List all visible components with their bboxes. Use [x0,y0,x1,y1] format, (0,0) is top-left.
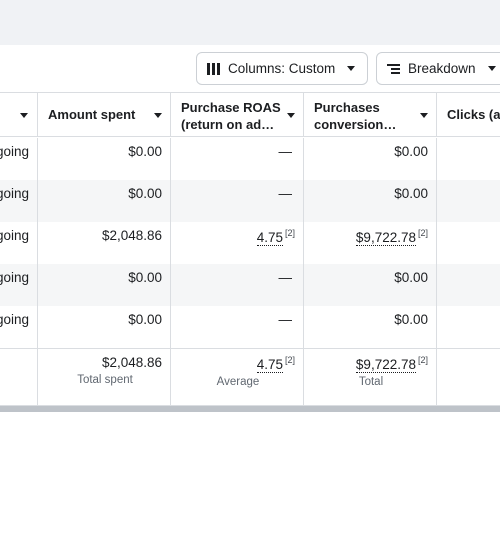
roas-value: — [278,312,293,327]
table-row[interactable]: going $2,048.86 4.75[2] $9,722.78[2] [0,222,500,264]
column-header-label: Purchase ROAS [181,100,281,115]
caret-down-icon [487,66,496,71]
total-purchases-value[interactable]: $9,722.78 [355,356,416,373]
table-row[interactable]: going $0.00 — $0.00 [0,306,500,348]
column-header-label: Amount spent [48,107,136,122]
sort-caret-icon[interactable] [420,113,428,118]
sort-caret-icon[interactable] [287,113,295,118]
column-header-purchases-conversion[interactable]: Purchases conversion… [303,93,436,137]
purchases-value-cell: $9,722.78 [2] [303,222,436,264]
amount-spent-cell: $0.00 [37,264,170,306]
delivery-status-cell: going [0,228,30,243]
column-header-label: Clicks (al [447,107,500,122]
footnote-marker[interactable]: [2] [417,355,428,365]
clicks-cell [436,306,500,348]
purchases-value-cell: $0.00 [303,306,436,348]
top-background-band [0,0,500,45]
breakdown-dropdown-button[interactable]: Breakdown [376,52,500,85]
total-roas-cell: 4.75 [2] Average [170,349,303,406]
column-header-purchase-roas[interactable]: Purchase ROAS (return on ad… [170,93,303,137]
purchase-roas-cell: — [170,264,303,306]
footnote-marker[interactable]: [2] [284,228,295,238]
roas-value: — [278,270,293,285]
sort-caret-icon[interactable] [154,113,162,118]
amount-spent-cell: $0.00 [37,180,170,222]
column-header-clicks[interactable]: Clicks (al [436,93,500,137]
table-row[interactable]: going $0.00 — $0.00 [0,264,500,306]
total-roas-caption: Average [216,375,260,388]
footnote-marker[interactable]: [2] [417,228,428,238]
purchases-value-cell: $0.00 [303,264,436,306]
delivery-status-cell: going [0,270,30,285]
column-header-amount-spent[interactable]: Amount spent [37,93,170,137]
columns-dropdown-button[interactable]: Columns: Custom [196,52,368,85]
purchases-value-cell: $0.00 [303,180,436,222]
clicks-cell [436,138,500,180]
delivery-status-cell: going [0,144,30,159]
purchase-roas-cell: 4.75 [2] [170,222,303,264]
column-header-label: Purchases [314,100,380,115]
amount-spent-cell: $2,048.86 [37,222,170,264]
column-header-delivery[interactable] [0,93,38,137]
breakdown-icon [387,63,400,74]
purchase-roas-cell: — [170,180,303,222]
total-amount-spent-caption: Total spent [77,374,133,386]
sort-caret-icon[interactable] [20,113,28,118]
roas-value: — [278,186,293,201]
roas-value: — [278,144,293,159]
total-purchases-caption: Total [358,375,384,388]
columns-icon [207,62,220,75]
clicks-cell [436,180,500,222]
amount-spent-cell: $0.00 [37,138,170,180]
ads-data-table: Amount spent Purchase ROAS (return on ad… [0,92,500,406]
purchases-value[interactable]: $9,722.78 [355,229,416,246]
column-header-label-line2: (return on ad… [181,117,275,132]
total-amount-spent: $2,048.86 [101,355,162,370]
total-purchases-cell: $9,722.78 [2] Total [303,349,436,406]
total-clicks-cell [436,349,500,406]
table-row[interactable]: going $0.00 — $0.00 [0,138,500,180]
breakdown-label: Breakdown [408,61,476,76]
table-toolbar: Columns: Custom Breakdown [0,45,500,92]
column-header-label-line2: conversion… [314,117,397,132]
totals-row: $2,048.86 Total spent 4.75 [2] Average $9… [0,348,500,406]
purchases-value-cell: $0.00 [303,138,436,180]
footnote-marker[interactable]: [2] [284,355,295,365]
delivery-status-cell: going [0,312,30,327]
columns-label: Columns: Custom [228,61,336,76]
total-amount-spent-cell: $2,048.86 Total spent [37,349,170,406]
purchase-roas-cell: — [170,138,303,180]
totals-status-cell [0,349,37,406]
roas-value[interactable]: 4.75 [256,229,283,246]
total-roas[interactable]: 4.75 [256,356,283,373]
clicks-cell [436,222,500,264]
table-row[interactable]: going $0.00 — $0.00 [0,180,500,222]
caret-down-icon [347,66,356,71]
clicks-cell [436,264,500,306]
horizontal-scrollbar[interactable] [0,405,500,412]
delivery-status-cell: going [0,186,30,201]
table-header-row: Amount spent Purchase ROAS (return on ad… [0,93,500,137]
amount-spent-cell: $0.00 [37,306,170,348]
purchase-roas-cell: — [170,306,303,348]
